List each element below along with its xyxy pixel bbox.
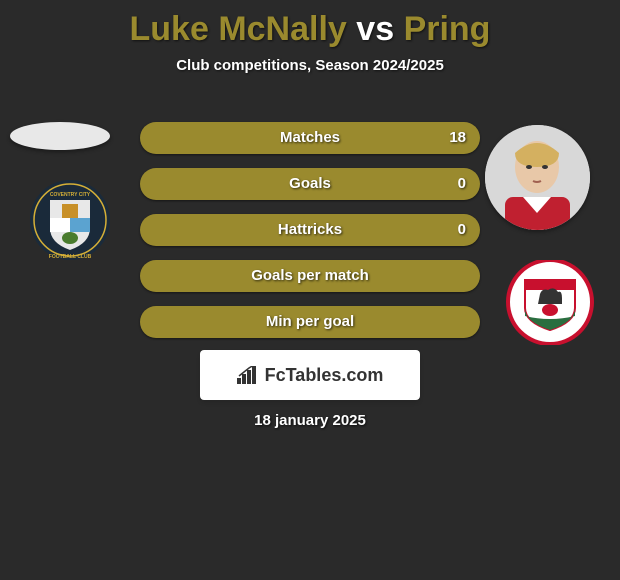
stat-value-right: 0	[458, 168, 466, 200]
stats-container: Matches 18 Goals 0 Hattricks 0 Goals per…	[140, 122, 480, 352]
stat-label: Min per goal	[140, 306, 480, 338]
subtitle: Club competitions, Season 2024/2025	[0, 57, 620, 74]
stat-label: Hattricks	[140, 214, 480, 246]
svg-text:FOOTBALL CLUB: FOOTBALL CLUB	[49, 254, 92, 260]
player2-photo	[485, 125, 590, 230]
player1-photo	[10, 122, 110, 150]
stat-label: Matches	[140, 122, 480, 154]
stat-row-min-per-goal: Min per goal	[140, 306, 480, 338]
watermark-text: FcTables.com	[265, 365, 384, 386]
watermark: FcTables.com	[200, 350, 420, 400]
club1-crest: COVENTRY CITY FOOTBALL CLUB	[20, 178, 120, 263]
stat-value-right: 0	[458, 214, 466, 246]
stat-label: Goals per match	[140, 260, 480, 292]
stat-row-hattricks: Hattricks 0	[140, 214, 480, 246]
title-vs: vs	[356, 10, 394, 48]
title-player1: Luke McNally	[130, 10, 347, 48]
stat-label: Goals	[140, 168, 480, 200]
title-player2: Pring	[404, 10, 491, 48]
club2-crest	[500, 260, 600, 345]
chart-icon	[237, 366, 259, 384]
date: 18 january 2025	[0, 412, 620, 429]
stat-row-goals: Goals 0	[140, 168, 480, 200]
title: Luke McNally vs Pring	[0, 0, 620, 49]
stat-row-matches: Matches 18	[140, 122, 480, 154]
svg-text:COVENTRY CITY: COVENTRY CITY	[50, 192, 91, 198]
stat-row-goals-per-match: Goals per match	[140, 260, 480, 292]
stat-value-right: 18	[449, 122, 466, 154]
